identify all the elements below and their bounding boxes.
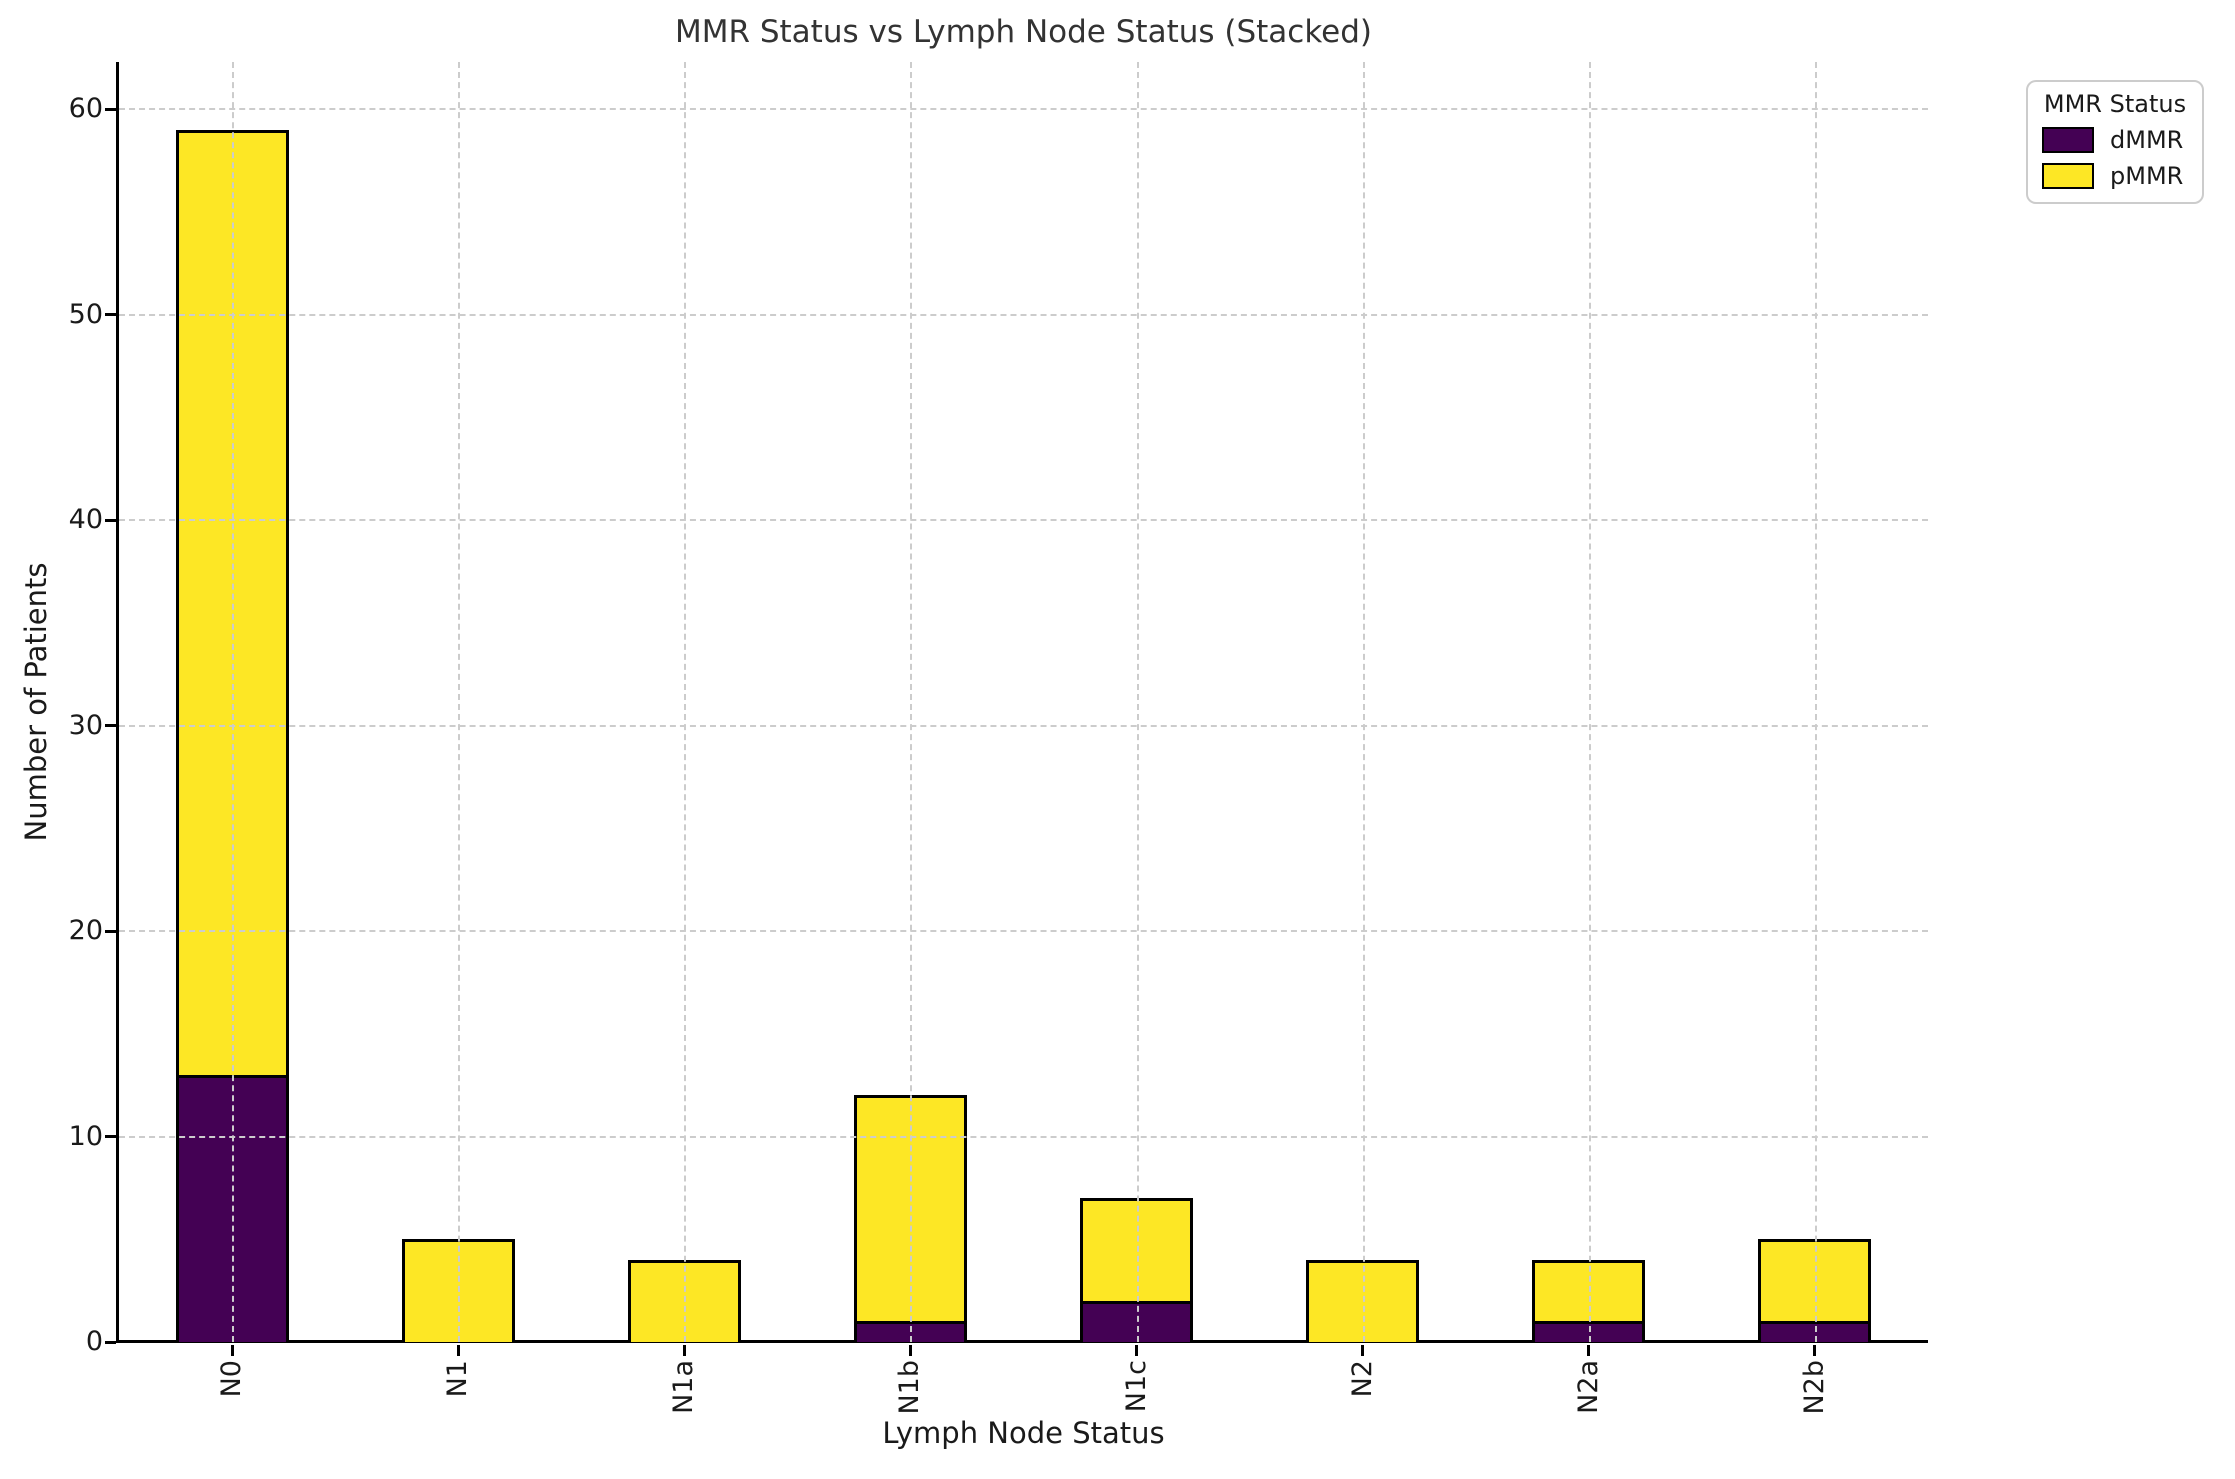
pmmr-swatch-icon — [2042, 163, 2094, 189]
y-axis-label: Number of Patients — [19, 562, 53, 842]
gridline-x-N0 — [232, 62, 235, 1342]
y-tick — [105, 724, 116, 728]
y-tick — [105, 313, 116, 317]
y-tick-label-40: 40 — [68, 504, 103, 536]
y-tick-label-10: 10 — [68, 1120, 103, 1152]
x-tick-label-N1a: N1a — [668, 1360, 700, 1414]
x-axis-label: Lymph Node Status — [882, 1416, 1165, 1450]
x-tick — [1361, 1345, 1365, 1356]
x-tick-label-N1c: N1c — [1120, 1360, 1152, 1413]
legend-entry-pmmr: pMMR — [2038, 162, 2192, 190]
x-tick — [682, 1345, 686, 1356]
gridline-x-N1a — [684, 62, 687, 1342]
x-tick — [456, 1345, 460, 1356]
x-tick — [230, 1345, 234, 1356]
gridline-y-50 — [119, 313, 1928, 316]
legend-title: MMR Status — [2043, 90, 2187, 118]
legend: MMR Status dMMR pMMR — [2026, 80, 2204, 204]
x-tick — [1813, 1345, 1817, 1356]
gridline-x-N1c — [1136, 62, 1139, 1342]
y-tick-label-30: 30 — [68, 709, 103, 741]
y-tick-label-50: 50 — [68, 298, 103, 330]
gridline-y-20 — [119, 930, 1928, 933]
gridline-x-N1b — [910, 62, 913, 1342]
legend-label-dmmr: dMMR — [2110, 126, 2184, 154]
x-tick-label-N1: N1 — [442, 1360, 474, 1398]
x-tick-label-N1b: N1b — [894, 1360, 926, 1415]
y-tick-label-0: 0 — [85, 1326, 103, 1357]
x-axis-spine — [116, 1340, 1928, 1343]
y-tick — [105, 1340, 116, 1344]
y-tick — [105, 1135, 116, 1139]
x-tick — [1587, 1345, 1591, 1356]
x-tick — [908, 1345, 912, 1356]
gridline-x-N2a — [1588, 62, 1591, 1342]
chart-title: MMR Status vs Lymph Node Status (Stacked… — [674, 14, 1373, 50]
y-tick — [105, 107, 116, 111]
y-tick — [105, 518, 116, 522]
gridline-x-N1 — [458, 62, 461, 1342]
gridline-y-30 — [119, 724, 1928, 727]
gridline-y-60 — [119, 108, 1928, 111]
legend-label-pmmr: pMMR — [2110, 162, 2184, 190]
gridline-x-N2b — [1814, 62, 1817, 1342]
x-tick-label-N2a: N2a — [1572, 1360, 1604, 1414]
dmmr-swatch-icon — [2042, 127, 2094, 153]
x-tick-label-N2: N2 — [1346, 1360, 1378, 1398]
y-tick — [105, 929, 116, 933]
x-tick-label-N2b: N2b — [1798, 1360, 1830, 1415]
legend-entry-dmmr: dMMR — [2038, 126, 2192, 154]
y-axis-spine — [116, 62, 119, 1343]
x-tick — [1135, 1345, 1139, 1356]
gridline-y-10 — [119, 1135, 1928, 1138]
y-tick-label-60: 60 — [68, 93, 103, 125]
gridline-x-N2 — [1362, 62, 1365, 1342]
gridline-y-40 — [119, 519, 1928, 522]
x-tick-label-N0: N0 — [216, 1360, 248, 1398]
y-tick-label-20: 20 — [68, 915, 103, 947]
